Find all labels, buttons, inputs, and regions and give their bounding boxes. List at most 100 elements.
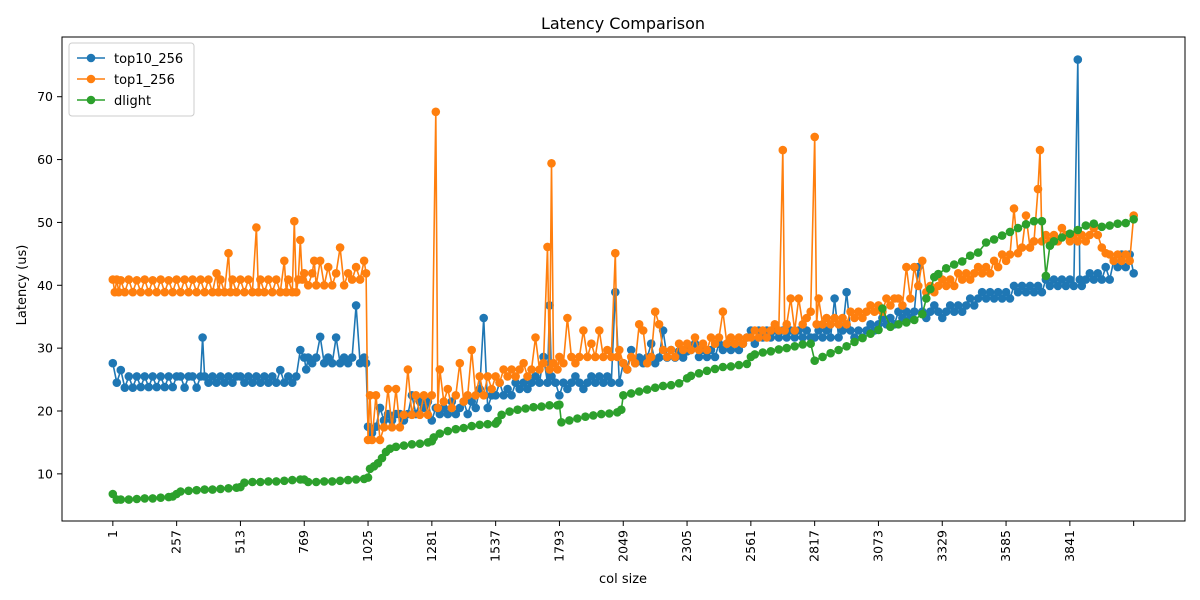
data-point-top10_256-25: [204, 378, 213, 388]
data-point-dlight-65: [537, 402, 546, 411]
data-point-top10_256-141: [654, 353, 664, 362]
data-point-top10_256-27: [212, 378, 221, 388]
data-point-top1_256-18: [172, 275, 181, 284]
data-point-top1_256-37: [240, 287, 249, 297]
data-point-top10_256-173: [782, 333, 791, 342]
data-point-top10_256-15: [168, 382, 177, 392]
data-point-dlight-44: [391, 442, 401, 452]
data-point-top10_256-252: [1093, 269, 1103, 278]
data-point-top1_256-106: [479, 391, 489, 400]
data-point-top10_256-115: [551, 378, 560, 388]
data-point-dlight-45: [399, 441, 409, 450]
data-point-dlight-78: [619, 391, 628, 400]
data-point-top1_256-60: [309, 256, 319, 266]
data-point-top10_256-255: [1105, 275, 1114, 284]
data-point-top1_256-167: [710, 339, 720, 349]
data-point-top1_256-162: [690, 333, 700, 342]
data-point-top1_256-178: [754, 333, 764, 342]
data-point-top1_256-127: [555, 352, 564, 362]
data-point-top1_256-131: [571, 358, 580, 368]
data-point-dlight-104: [810, 356, 819, 366]
data-point-top10_256-235: [1029, 287, 1039, 297]
data-point-top1_256-182: [770, 320, 780, 329]
data-point-top1_256-82: [387, 423, 397, 432]
data-point-dlight-69: [557, 418, 566, 427]
data-point-top1_256-168: [714, 333, 724, 342]
data-point-top10_256-249: [1081, 275, 1091, 284]
data-point-top1_256-204: [850, 313, 859, 323]
data-point-top10_256-20: [188, 372, 197, 381]
data-point-top1_256-57: [299, 269, 309, 278]
data-point-top1_256-240: [993, 262, 1003, 272]
data-point-top1_256-105: [475, 372, 485, 381]
data-point-top1_256-77: [367, 435, 377, 445]
data-point-top1_256-33: [226, 287, 235, 297]
data-point-top1_256-62: [315, 256, 325, 266]
data-point-top1_256-16: [164, 276, 173, 285]
data-point-top1_256-4: [116, 276, 126, 285]
data-point-top1_256-235: [973, 262, 983, 272]
data-point-top1_256-188: [790, 326, 799, 335]
data-point-top1_256-61: [311, 281, 321, 290]
data-point-top10_256-232: [1017, 281, 1027, 291]
data-point-top1_256-272: [1117, 256, 1126, 266]
data-point-top10_256-45: [284, 372, 293, 381]
data-point-top10_256-10: [148, 372, 157, 381]
data-point-top1_256-190: [798, 320, 807, 329]
data-point-top1_256-76: [365, 391, 375, 400]
data-point-dlight-132: [1013, 223, 1023, 233]
data-point-dlight-112: [874, 325, 883, 335]
data-point-dlight-110: [858, 333, 867, 343]
data-point-top10_256-126: [595, 372, 604, 381]
data-point-dlight-6: [148, 494, 157, 503]
data-point-top1_256-39: [248, 287, 257, 297]
data-point-top1_256-233: [965, 275, 975, 284]
data-point-dlight-122: [934, 269, 943, 279]
data-point-top1_256-206: [858, 313, 867, 323]
data-point-top10_256-225: [989, 294, 999, 303]
data-point-top1_256-273: [1121, 250, 1130, 259]
data-point-top1_256-79: [375, 435, 385, 445]
data-point-top1_256-24: [196, 275, 205, 284]
x-tick-label-7: 1793: [551, 530, 566, 562]
data-point-top1_256-20: [180, 275, 189, 284]
data-point-dlight-94: [742, 359, 752, 369]
data-point-top1_256-155: [662, 352, 672, 362]
data-point-dlight-102: [798, 340, 807, 349]
data-point-top1_256-129: [563, 313, 572, 323]
data-point-top1_256-86: [403, 365, 413, 374]
data-point-top10_256-184: [826, 333, 835, 342]
data-point-top10_256-221: [973, 294, 983, 303]
data-point-top1_256-172: [730, 339, 740, 349]
data-point-top10_256-230: [1009, 281, 1019, 291]
data-point-top1_256-38: [244, 275, 253, 284]
data-point-top1_256-180: [762, 333, 772, 342]
data-point-dlight-17: [224, 484, 233, 493]
data-point-dlight-3: [124, 495, 134, 504]
series-dlight: [108, 215, 1138, 504]
data-point-dlight-134: [1029, 216, 1039, 226]
data-point-dlight-117: [910, 315, 919, 325]
y-tick-label-4: 50: [37, 215, 53, 230]
data-point-dlight-120: [926, 284, 935, 294]
data-point-top10_256-218: [961, 301, 971, 310]
data-point-top1_256-205: [854, 307, 863, 317]
data-point-top1_256-126: [553, 365, 562, 374]
data-point-dlight-136: [1041, 271, 1051, 281]
data-point-top10_256-106: [519, 378, 528, 388]
data-point-top1_256-218: [906, 294, 915, 303]
data-point-top1_256-141: [611, 248, 620, 258]
data-point-top1_256-160: [682, 339, 692, 349]
data-point-top1_256-170: [722, 339, 732, 349]
x-tick-label-12: 3073: [870, 530, 885, 562]
data-point-top1_256-67: [335, 243, 345, 252]
data-point-top1_256-150: [642, 358, 652, 368]
data-point-dlight-46: [407, 440, 417, 449]
data-point-dlight-55: [467, 421, 477, 431]
data-point-top1_256-84: [395, 423, 405, 432]
data-point-top1_256-122: [543, 242, 552, 252]
data-point-top1_256-203: [846, 307, 855, 317]
data-point-top1_256-43: [260, 287, 269, 297]
data-point-top10_256-175: [790, 333, 799, 342]
